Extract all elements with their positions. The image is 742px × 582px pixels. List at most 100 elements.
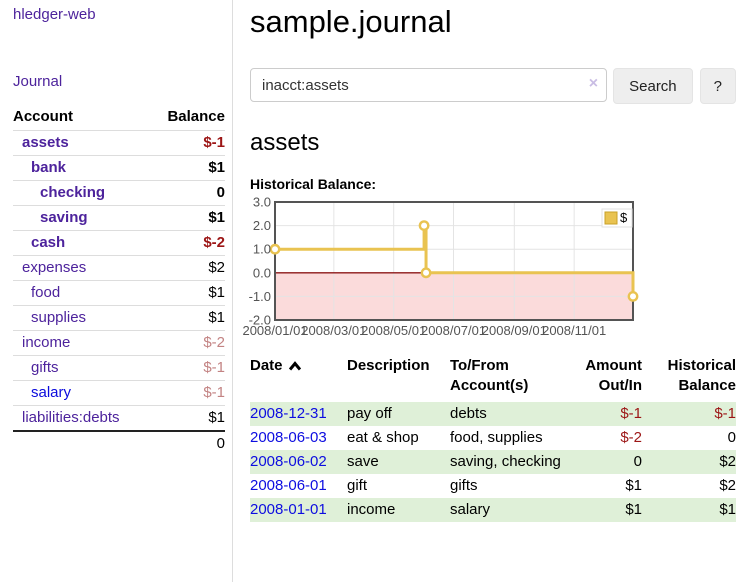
register-table-body: 2008-12-31 pay off debts $-1 $-1 2008-06-03 ea…	[250, 402, 736, 522]
accounts-table: Account Balance assets $-1 bank $1 checking 0…	[13, 105, 225, 456]
transaction-amount: 0	[633, 453, 642, 470]
account-row: income $-2	[13, 330, 225, 356]
account-balance: $-2	[150, 230, 225, 256]
account-balance: $-2	[150, 330, 225, 356]
transaction-accounts: food, supplies	[450, 429, 543, 446]
transaction-amount: $1	[625, 477, 642, 494]
svg-text:-2.0: -2.0	[249, 313, 271, 328]
sidebar-item-journal[interactable]: Journal	[13, 73, 63, 90]
account-balance: $1	[150, 305, 225, 331]
account-balance: $-1	[150, 380, 225, 406]
svg-text:2008/11/01: 2008/11/01	[542, 323, 606, 338]
account-link-liabilities-debts[interactable]: liabilities:debts	[22, 409, 120, 426]
account-row: food $1	[13, 280, 225, 306]
account-balance: $1	[150, 405, 225, 431]
transaction-date-link[interactable]: 2008-06-02	[250, 453, 327, 470]
help-button[interactable]: ?	[699, 68, 736, 104]
account-link-expenses[interactable]: expenses	[22, 259, 87, 276]
transaction-balance: $2	[719, 453, 736, 470]
accounts-column-header-register: To/From Account(s)	[450, 357, 529, 394]
accounts-total-row: 0	[13, 430, 225, 456]
search-input[interactable]	[250, 68, 608, 102]
register-row: 2008-06-01 gift gifts $1 $2	[250, 474, 736, 498]
svg-text:2008/07/01: 2008/07/01	[421, 323, 486, 338]
account-link-salary[interactable]: salary	[31, 384, 72, 401]
account-balance: $2	[150, 255, 225, 281]
svg-text:1.0: 1.0	[253, 242, 271, 257]
account-link-checking[interactable]: checking	[40, 184, 106, 201]
main-content: sample.journal × Search ? assets Histori…	[234, 0, 742, 582]
accounts-column-header: Account	[13, 105, 151, 131]
svg-text:2008/09/01: 2008/09/01	[482, 323, 547, 338]
transaction-accounts: saving, checking	[450, 453, 561, 470]
clear-search-icon[interactable]: ×	[588, 75, 599, 92]
chart-heading: Historical Balance:	[250, 176, 377, 192]
transaction-date-link[interactable]: 2008-06-03	[250, 429, 327, 446]
transaction-accounts: debts	[450, 405, 487, 422]
brand-link[interactable]: hledger-web	[13, 6, 96, 23]
accounts-total-balance: 0	[150, 430, 225, 456]
spacer-cell	[13, 430, 151, 456]
transaction-description: income	[347, 501, 396, 518]
account-balance: $1	[150, 155, 225, 181]
description-column-header: Description	[347, 357, 430, 374]
account-balance: $-1	[150, 355, 225, 381]
date-column-header[interactable]: Date	[250, 356, 347, 402]
account-row: cash $-2	[13, 230, 225, 256]
account-link-assets[interactable]: assets	[22, 134, 69, 151]
transaction-date-link[interactable]: 2008-12-31	[250, 405, 327, 422]
register-row: 2008-01-01 income salary $1 $1	[250, 498, 736, 522]
svg-text:3.0: 3.0	[253, 195, 271, 210]
transaction-balance: $-1	[714, 405, 736, 422]
account-title: assets	[250, 129, 320, 156]
balance-column-header-register: Historical Balance	[667, 357, 736, 394]
svg-text:$: $	[620, 210, 628, 225]
svg-text:2008/03/01: 2008/03/01	[301, 323, 366, 338]
account-balance: $1	[150, 205, 225, 231]
account-balance: $1	[150, 280, 225, 306]
svg-text:2008/05/01: 2008/05/01	[361, 323, 426, 338]
account-row: liabilities:debts $1	[13, 405, 225, 431]
transaction-date-link[interactable]: 2008-06-01	[250, 477, 327, 494]
account-link-supplies[interactable]: supplies	[31, 309, 87, 326]
amount-column-header: Amount Out/In	[585, 357, 642, 394]
account-balance: $-1	[203, 134, 225, 151]
balance-column-header: Balance	[150, 105, 225, 131]
register-row: 2008-06-02 save saving, checking 0 $2	[250, 450, 736, 474]
transaction-balance: $1	[719, 501, 736, 518]
transaction-amount: $-2	[620, 429, 642, 446]
account-link-cash[interactable]: cash	[31, 234, 66, 251]
account-balance: 0	[150, 180, 225, 206]
account-row: supplies $1	[13, 305, 225, 331]
account-row: checking 0	[13, 180, 225, 206]
transaction-description: eat & shop	[347, 429, 419, 446]
search-button[interactable]: Search	[613, 68, 693, 104]
transaction-balance: 0	[727, 429, 736, 446]
transaction-amount: $1	[625, 501, 642, 518]
account-row: saving $1	[13, 205, 225, 231]
svg-text:2.0: 2.0	[253, 218, 271, 233]
account-row: assets $-1	[13, 131, 225, 156]
account-link-income[interactable]: income	[22, 334, 71, 351]
page-title: sample.journal	[250, 4, 452, 39]
account-link-bank[interactable]: bank	[31, 159, 67, 176]
transaction-accounts: gifts	[450, 477, 478, 494]
svg-text:0.0: 0.0	[253, 265, 271, 280]
account-row: bank $1	[13, 155, 225, 181]
transaction-balance: $2	[719, 477, 736, 494]
svg-text:2008/01/01: 2008/01/01	[242, 323, 307, 338]
transaction-date-link[interactable]: 2008-01-01	[250, 501, 327, 518]
account-link-food[interactable]: food	[31, 284, 61, 301]
svg-text:-1.0: -1.0	[249, 289, 271, 304]
account-row: gifts $-1	[13, 355, 225, 381]
sidebar: hledger-web Journal Account Balance asse…	[0, 0, 233, 582]
account-link-gifts[interactable]: gifts	[31, 359, 59, 376]
transaction-description: save	[347, 453, 379, 470]
accounts-header-row: Account Balance	[13, 105, 225, 131]
transaction-description: gift	[347, 477, 368, 494]
transaction-accounts: salary	[450, 501, 491, 518]
register-row: 2008-12-31 pay off debts $-1 $-1	[250, 402, 736, 426]
register-table: Date Description To/From Account(s) Amou…	[250, 356, 736, 522]
account-row: expenses $2	[13, 255, 225, 281]
account-link-saving[interactable]: saving	[40, 209, 88, 226]
